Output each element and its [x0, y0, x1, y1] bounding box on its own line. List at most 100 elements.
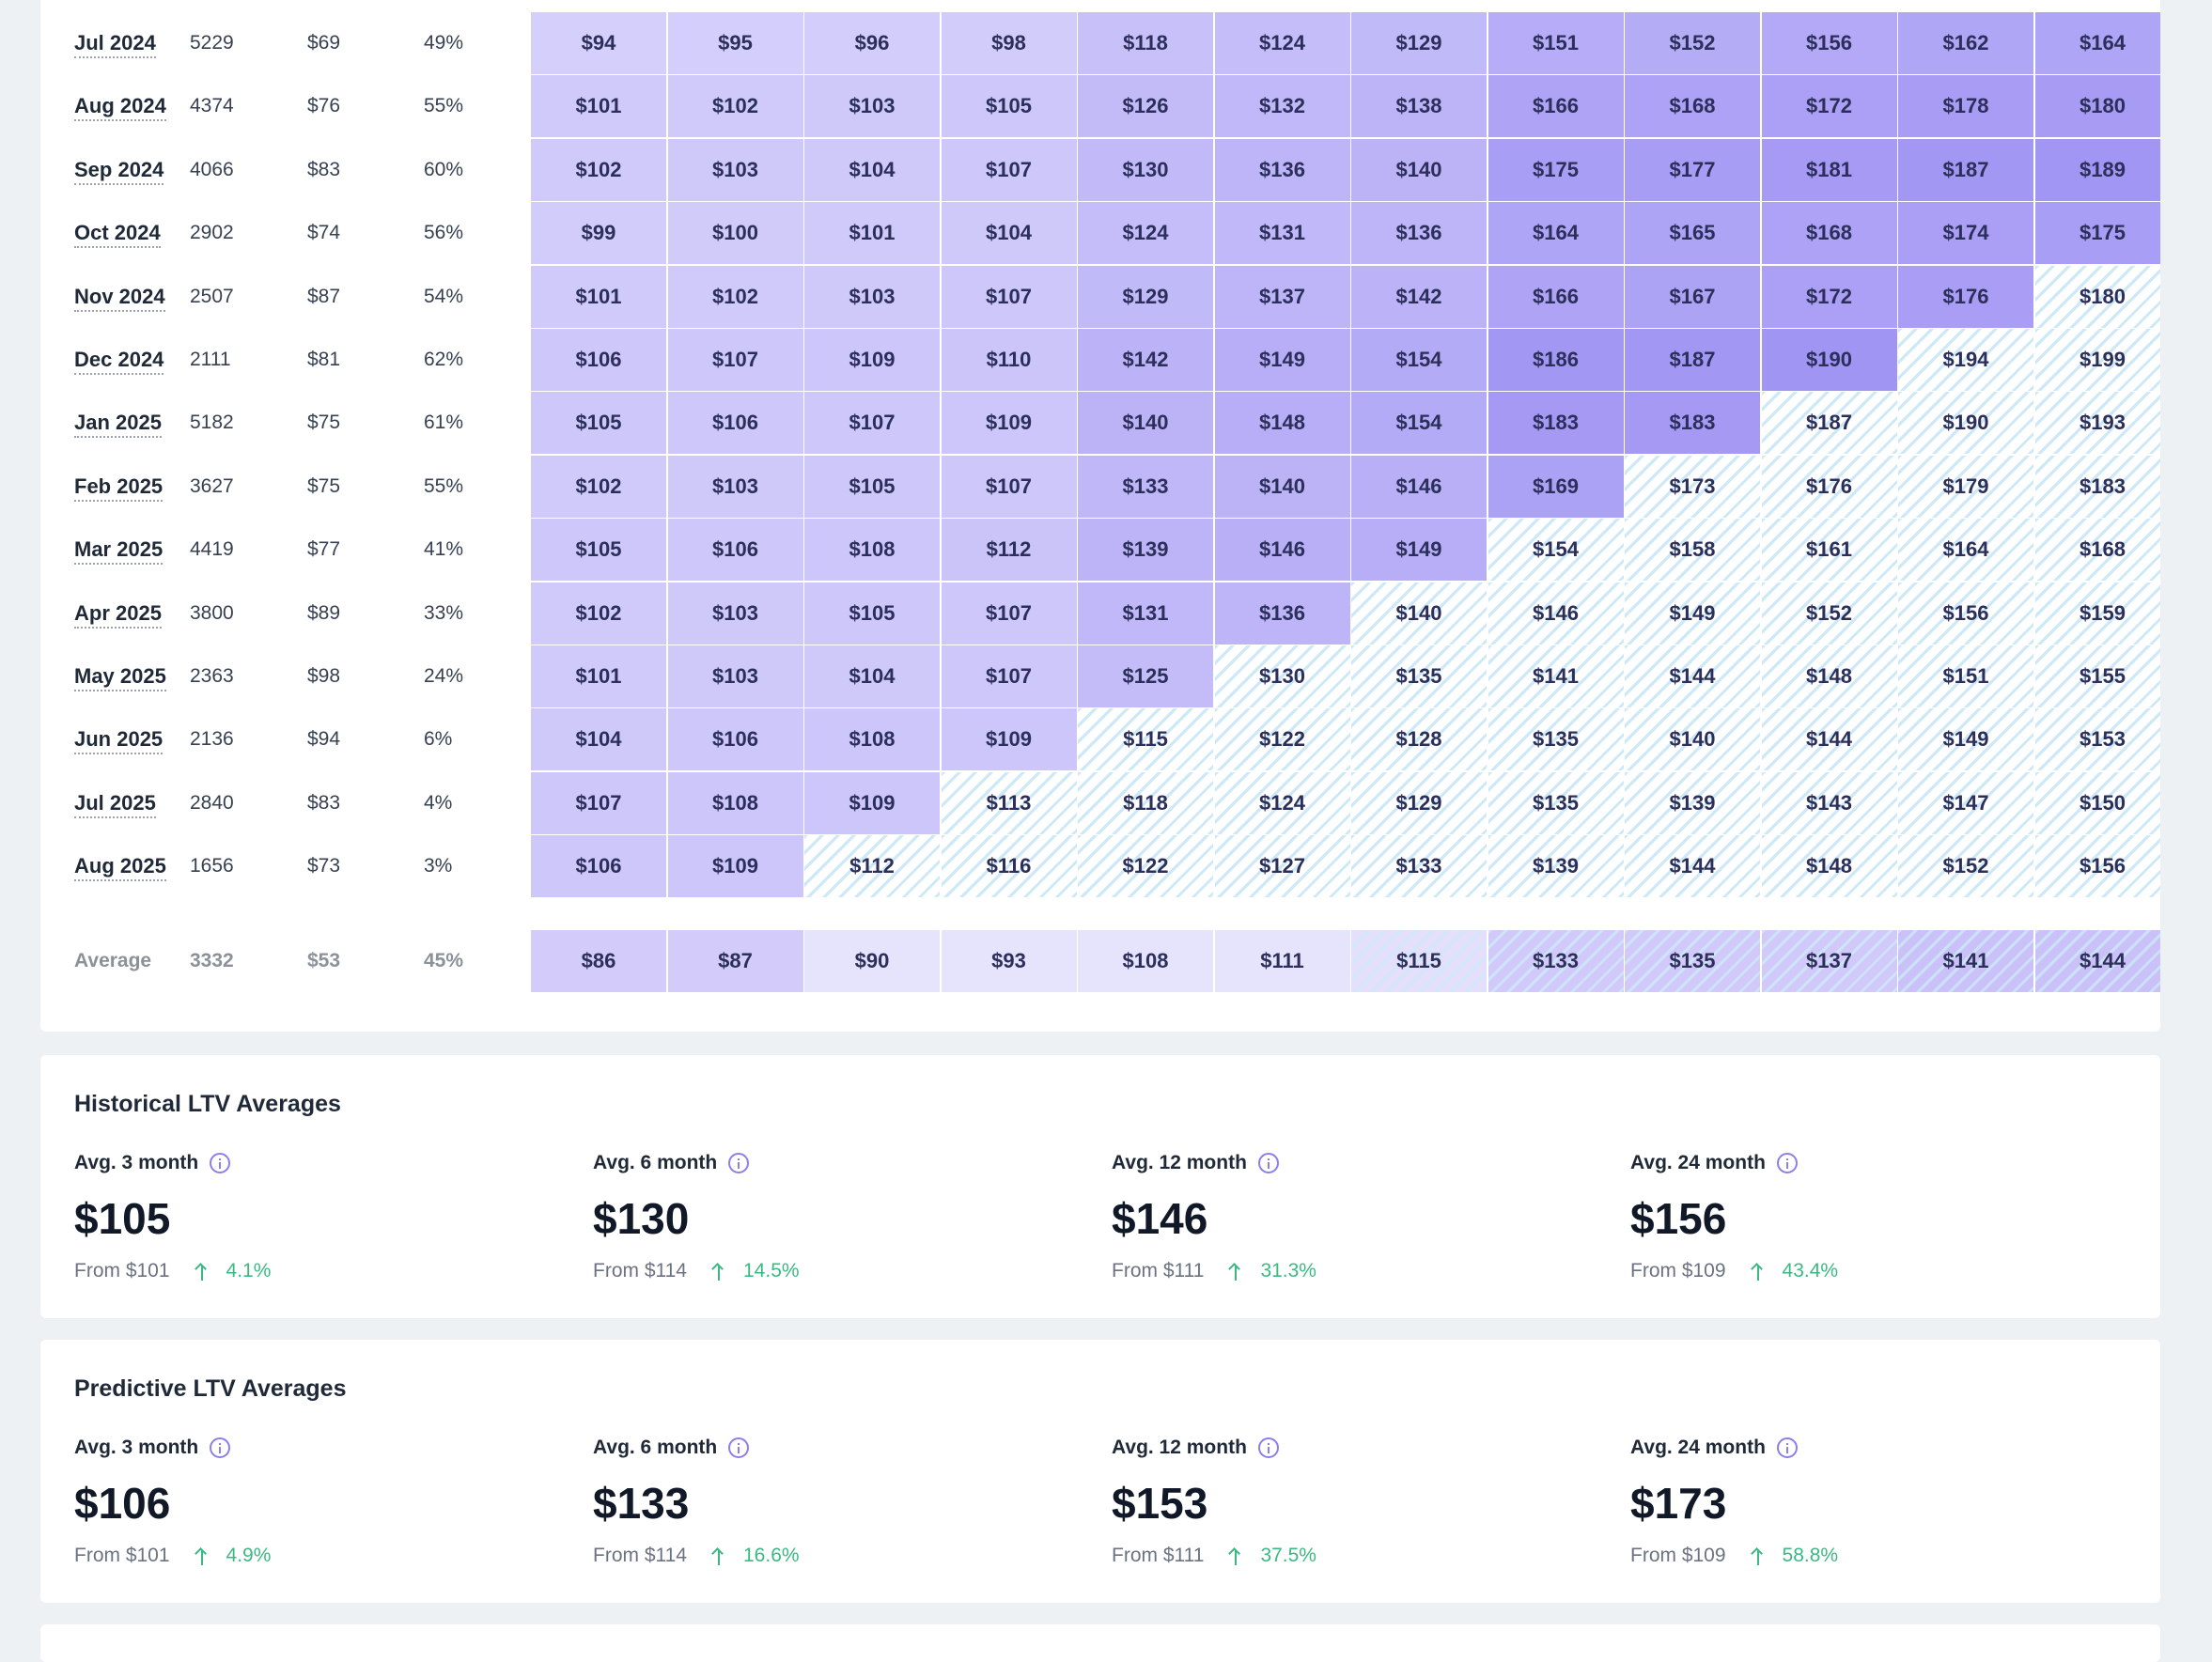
ltv-cell-predicted[interactable]: $144	[1625, 645, 1760, 707]
ltv-cell-actual[interactable]: $156	[1761, 12, 1897, 74]
ltv-cell-predicted[interactable]: $115	[1078, 708, 1213, 771]
ltv-cell-actual[interactable]: $101	[531, 645, 666, 707]
ltv-cell-actual[interactable]: $175	[2034, 202, 2160, 265]
ltv-cell-predicted[interactable]: $118	[1078, 771, 1213, 834]
cohort-row-label[interactable]: Jun 2025	[74, 722, 164, 756]
ltv-cell-predicted[interactable]: $190	[1898, 392, 2033, 455]
ltv-cell-predicted[interactable]: $155	[2034, 645, 2160, 707]
ltv-cell-predicted[interactable]: $133	[1351, 835, 1487, 898]
cohort-month-link[interactable]: Oct 2024	[74, 221, 161, 249]
ltv-cell-predicted[interactable]: $141	[1488, 645, 1624, 707]
ltv-cell-actual[interactable]: $183	[1488, 392, 1624, 455]
ltv-cell-actual[interactable]: $108	[667, 771, 803, 834]
ltv-cell-actual[interactable]: $154	[1351, 392, 1487, 455]
ltv-cell-actual[interactable]: $107	[941, 138, 1077, 201]
ltv-cell-predicted[interactable]: $116	[941, 835, 1077, 898]
cohort-row-label[interactable]: Feb 2025	[74, 470, 164, 504]
ltv-cell-actual[interactable]: $129	[1078, 265, 1213, 328]
cohort-month-link[interactable]: Dec 2024	[74, 348, 164, 375]
ltv-cell-predicted[interactable]: $139	[1488, 835, 1624, 898]
ltv-cell-actual[interactable]: $146	[1214, 519, 1350, 582]
cohort-month-link[interactable]: Mar 2025	[74, 537, 164, 566]
ltv-cell-predicted[interactable]: $148	[1761, 835, 1897, 898]
ltv-cell-actual[interactable]: $151	[1488, 12, 1624, 74]
ltv-cell-predicted[interactable]: $149	[1625, 582, 1760, 645]
cohort-month-link[interactable]: May 2025	[74, 664, 166, 691]
ltv-cell-actual[interactable]: $99	[531, 202, 666, 265]
cohort-month-link[interactable]: Apr 2025	[74, 600, 162, 629]
ltv-cell-actual[interactable]: $101	[531, 265, 666, 328]
ltv-cell-predicted[interactable]: $199	[2034, 329, 2160, 391]
ltv-cell-actual[interactable]: $102	[531, 138, 666, 201]
ltv-cell-actual[interactable]: $103	[667, 582, 803, 645]
ltv-cell-predicted[interactable]: $140	[1351, 582, 1487, 645]
cohort-row-label[interactable]: May 2025	[74, 660, 166, 693]
cohort-month-link[interactable]: Jul 2024	[74, 31, 156, 58]
ltv-cell-predicted[interactable]: $156	[1898, 582, 2033, 645]
ltv-cell-actual[interactable]: $172	[1761, 265, 1897, 328]
ltv-cell-actual[interactable]: $168	[1761, 202, 1897, 265]
ltv-cell-actual[interactable]: $108	[804, 519, 940, 582]
ltv-cell-actual[interactable]: $146	[1351, 455, 1487, 518]
ltv-cell-actual[interactable]: $175	[1488, 138, 1624, 201]
ltv-cell-actual[interactable]: $110	[941, 329, 1077, 391]
ltv-cell-predicted[interactable]: $139	[1625, 771, 1760, 834]
ltv-cell-actual[interactable]: $105	[941, 75, 1077, 138]
ltv-cell-actual[interactable]: $102	[667, 265, 803, 328]
cohort-month-link[interactable]: Sep 2024	[74, 157, 164, 185]
ltv-cell-predicted[interactable]: $144	[1761, 708, 1897, 771]
ltv-cell-actual[interactable]: $140	[1078, 392, 1213, 455]
ltv-cell-predicted[interactable]: $173	[1625, 455, 1760, 518]
ltv-cell-actual[interactable]: $126	[1078, 75, 1213, 138]
ltv-cell-actual[interactable]: $109	[941, 708, 1077, 771]
ltv-cell-actual[interactable]: $181	[1761, 138, 1897, 201]
ltv-cell-actual[interactable]: $148	[1214, 392, 1350, 455]
ltv-cell-actual[interactable]: $149	[1214, 329, 1350, 391]
ltv-cell-predicted[interactable]: $147	[1898, 771, 2033, 834]
ltv-cell-predicted[interactable]: $161	[1761, 519, 1897, 582]
ltv-cell-predicted[interactable]: $135	[1351, 645, 1487, 707]
info-icon[interactable]	[210, 1153, 231, 1173]
ltv-cell-actual[interactable]: $140	[1351, 138, 1487, 201]
ltv-cell-actual[interactable]: $96	[804, 12, 940, 74]
ltv-cell-actual[interactable]: $190	[1761, 329, 1897, 391]
ltv-cell-actual[interactable]: $172	[1761, 75, 1897, 138]
info-icon[interactable]	[1257, 1437, 1279, 1458]
ltv-cell-actual[interactable]: $180	[2034, 75, 2160, 138]
cohort-row-label[interactable]: Aug 2024	[74, 89, 166, 123]
ltv-cell-actual[interactable]: $107	[941, 265, 1077, 328]
ltv-cell-actual[interactable]: $165	[1625, 202, 1760, 265]
ltv-cell-actual[interactable]: $107	[667, 329, 803, 391]
ltv-cell-actual[interactable]: $106	[667, 708, 803, 771]
ltv-cell-actual[interactable]: $105	[804, 582, 940, 645]
cohort-month-link[interactable]: Aug 2024	[74, 94, 166, 122]
info-icon[interactable]	[1776, 1437, 1798, 1458]
ltv-cell-actual[interactable]: $102	[531, 582, 666, 645]
ltv-cell-predicted[interactable]: $194	[1898, 329, 2033, 391]
ltv-cell-predicted[interactable]: $150	[2034, 771, 2160, 834]
ltv-cell-actual[interactable]: $130	[1078, 138, 1213, 201]
ltv-cell-actual[interactable]: $138	[1351, 75, 1487, 138]
ltv-cell-actual[interactable]: $105	[531, 392, 666, 455]
ltv-cell-actual[interactable]: $131	[1078, 582, 1213, 645]
ltv-cell-actual[interactable]: $103	[804, 265, 940, 328]
ltv-cell-actual[interactable]: $189	[2034, 138, 2160, 201]
ltv-cell-actual[interactable]: $136	[1214, 138, 1350, 201]
ltv-cell-actual[interactable]: $183	[1625, 392, 1760, 455]
cohort-row-label[interactable]: Jan 2025	[74, 406, 162, 440]
ltv-cell-predicted[interactable]: $156	[2034, 835, 2160, 898]
ltv-cell-actual[interactable]: $164	[2034, 12, 2160, 74]
ltv-cell-actual[interactable]: $106	[667, 519, 803, 582]
ltv-cell-predicted[interactable]: $124	[1214, 771, 1350, 834]
ltv-cell-actual[interactable]: $101	[804, 202, 940, 265]
cohort-month-link[interactable]: Aug 2025	[74, 854, 166, 882]
ltv-cell-actual[interactable]: $107	[941, 455, 1077, 518]
cohort-row-label[interactable]: Nov 2024	[74, 280, 165, 314]
ltv-cell-predicted[interactable]: $128	[1351, 708, 1487, 771]
cohort-month-link[interactable]: Nov 2024	[74, 284, 165, 312]
ltv-cell-actual[interactable]: $162	[1898, 12, 2033, 74]
ltv-cell-predicted[interactable]: $140	[1625, 708, 1760, 771]
ltv-cell-predicted[interactable]: $135	[1488, 771, 1624, 834]
ltv-cell-actual[interactable]: $104	[531, 708, 666, 771]
ltv-cell-predicted[interactable]: $149	[1898, 708, 2033, 771]
